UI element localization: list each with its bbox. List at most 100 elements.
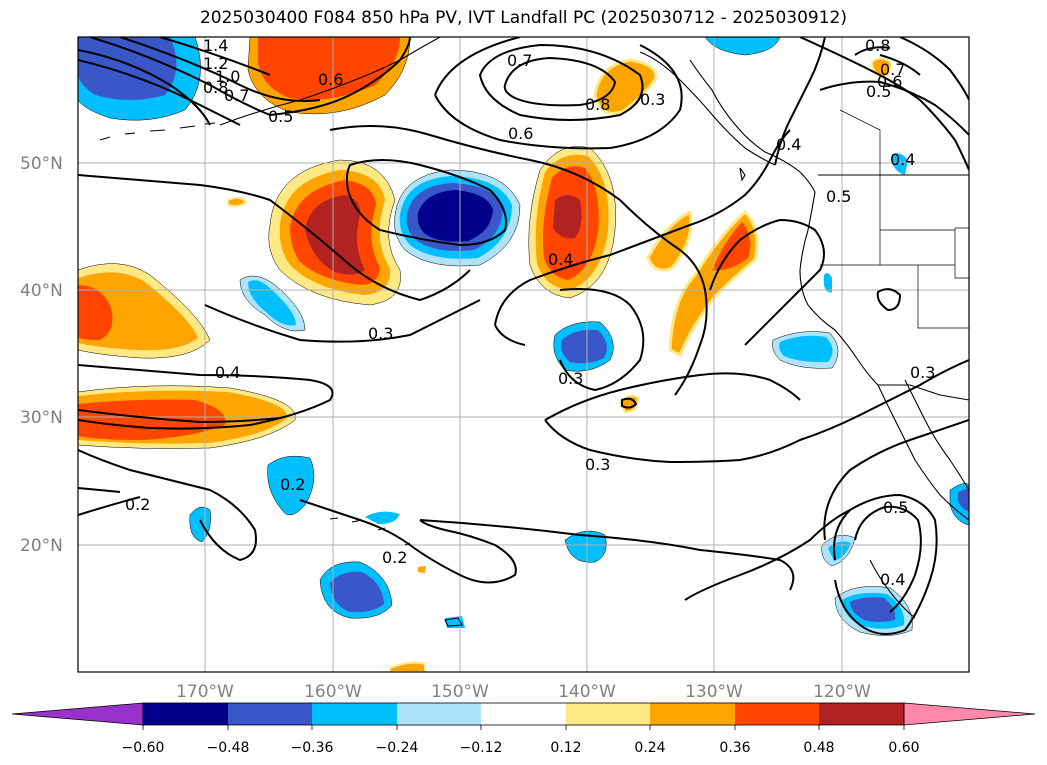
coast-us-west (799, 191, 879, 386)
contour-04-west-loop (345, 159, 507, 247)
longitude-labels: 170°W 160°W 150°W 140°W 130°W 120°W (176, 682, 871, 702)
contour-label: 0.8 (585, 95, 610, 114)
coast-alaska-south (639, 51, 776, 166)
contour-label: 0.6 (508, 124, 533, 143)
contour-label: 0.5 (866, 82, 891, 101)
pv-negative-nw-core (78, 37, 177, 100)
colorbar-bin (819, 703, 904, 725)
gridlines (78, 37, 969, 672)
contour-north-ring-06 (434, 37, 683, 150)
contour-north-ring-07 (478, 43, 644, 121)
ivt-contours (78, 37, 969, 635)
colorbar-tick: 0.36 (719, 740, 750, 756)
contour-label: 0.4 (890, 150, 915, 169)
lon-label-160w: 160°W (304, 682, 362, 702)
coastlines (99, 37, 969, 627)
pv-positive-145w-18n (418, 566, 426, 573)
contour-label: 0.7 (224, 86, 249, 105)
colorbar-tick-marks (142, 725, 905, 730)
colorbar-bin (143, 703, 228, 725)
contour-02-east (419, 509, 851, 601)
map-frame (77, 36, 970, 673)
contour-04-mexico (833, 493, 938, 635)
pv-negative-140w-core (561, 329, 607, 364)
contour-label: 0.3 (640, 90, 665, 109)
contour-label: 0.4 (776, 135, 801, 154)
pv-positive-128w-core (712, 222, 751, 271)
island-haida (739, 167, 746, 182)
pv-negative-125w-core (779, 335, 833, 363)
pv-negative-east-edge-core (958, 488, 969, 512)
pv-positive-137w (593, 58, 658, 115)
contour-nw-3 (89, 37, 411, 117)
contour-loops-small (621, 288, 902, 409)
colorbar-bin (650, 703, 735, 725)
pv-negative-150w-core (417, 190, 493, 242)
contour-label: 0.3 (368, 324, 393, 343)
pv-negative-mexico-core (850, 597, 896, 622)
colorbar-bin (397, 703, 481, 725)
pv-positive-133w (646, 209, 693, 272)
contour-label: 0.8 (203, 78, 228, 97)
contour-05-mexico (854, 505, 922, 613)
lat-label-50n: 50°N (20, 154, 63, 174)
pv-negative-120w-40n (824, 273, 832, 293)
contour-02-sw (78, 449, 257, 562)
contour-label: 0.7 (507, 51, 532, 70)
lon-label-140w: 140°W (558, 682, 616, 702)
contour-north-ring-08 (503, 56, 617, 107)
coast-aleutians (99, 122, 216, 141)
colorbar: −0.60 −0.48 −0.36 −0.24 −0.12 0.12 0.24 … (11, 702, 1036, 756)
lat-label-20n: 20°N (20, 536, 63, 556)
contour-label: 0.3 (910, 363, 935, 382)
contour-label: 0.3 (558, 369, 583, 388)
colorbar-tick: 0.48 (803, 740, 834, 756)
pv-negative-165w-core (248, 280, 296, 326)
coast-alaska-peninsula (219, 37, 441, 126)
colorbar-tick: 0.24 (634, 740, 665, 756)
colorbar-bin (735, 703, 819, 725)
contour-02-band (78, 409, 281, 424)
pv-positive-n-core (258, 37, 400, 100)
pv-positive-160w-core (305, 195, 365, 275)
contour-ne-4 (879, 54, 921, 76)
colorbar-extend-low (11, 702, 144, 726)
contour-03-long (78, 364, 334, 430)
contour-label: 1.0 (215, 67, 240, 86)
colorbar-bin (312, 703, 397, 725)
colorbar-tick: −0.60 (122, 740, 165, 756)
colorbar-tick: −0.24 (376, 740, 419, 756)
pv-positive-163w-47n (227, 196, 248, 207)
contour-labels: 1.4 1.2 1.0 0.8 0.7 0.5 0.6 0.7 0.8 0.6 … (125, 36, 935, 589)
pv-positive-west-30n-core (78, 399, 226, 440)
lon-label-130w: 130°W (685, 682, 743, 702)
pv-positive-140w-core (553, 195, 582, 239)
colorbar-bin (481, 703, 566, 725)
border-us-mexico (878, 384, 969, 401)
contour-03-south (204, 288, 645, 392)
latitude-labels: 50°N 40°N 30°N 20°N (20, 154, 63, 556)
coast-canada-bc (689, 59, 816, 193)
contour-nw-5 (159, 37, 271, 76)
pv-negative-152w (365, 511, 400, 525)
coast-baja (877, 384, 969, 521)
contour-label: 0.6 (318, 70, 343, 89)
contour-label: 0.4 (215, 363, 240, 382)
contour-ne-2 (819, 80, 969, 136)
contour-label: 0.5 (268, 107, 293, 126)
coast-mexico-south (869, 559, 916, 619)
contour-nw-4 (119, 37, 321, 102)
pv-negative-170w-22n (189, 506, 211, 543)
contour-label: 1.2 (203, 54, 228, 73)
lat-label-40n: 40°N (20, 281, 63, 301)
lat-label-30n: 30°N (20, 408, 63, 428)
contour-label: 0.2 (125, 495, 150, 514)
contour-03-east (709, 218, 825, 346)
colorbar-outline (142, 702, 905, 726)
contour-04-mid (494, 129, 791, 326)
contour-03-belt (544, 359, 969, 464)
lon-label-120w: 120°W (813, 682, 871, 702)
contour-label: 0.2 (382, 548, 407, 567)
colorbar-tick: −0.48 (207, 740, 250, 756)
